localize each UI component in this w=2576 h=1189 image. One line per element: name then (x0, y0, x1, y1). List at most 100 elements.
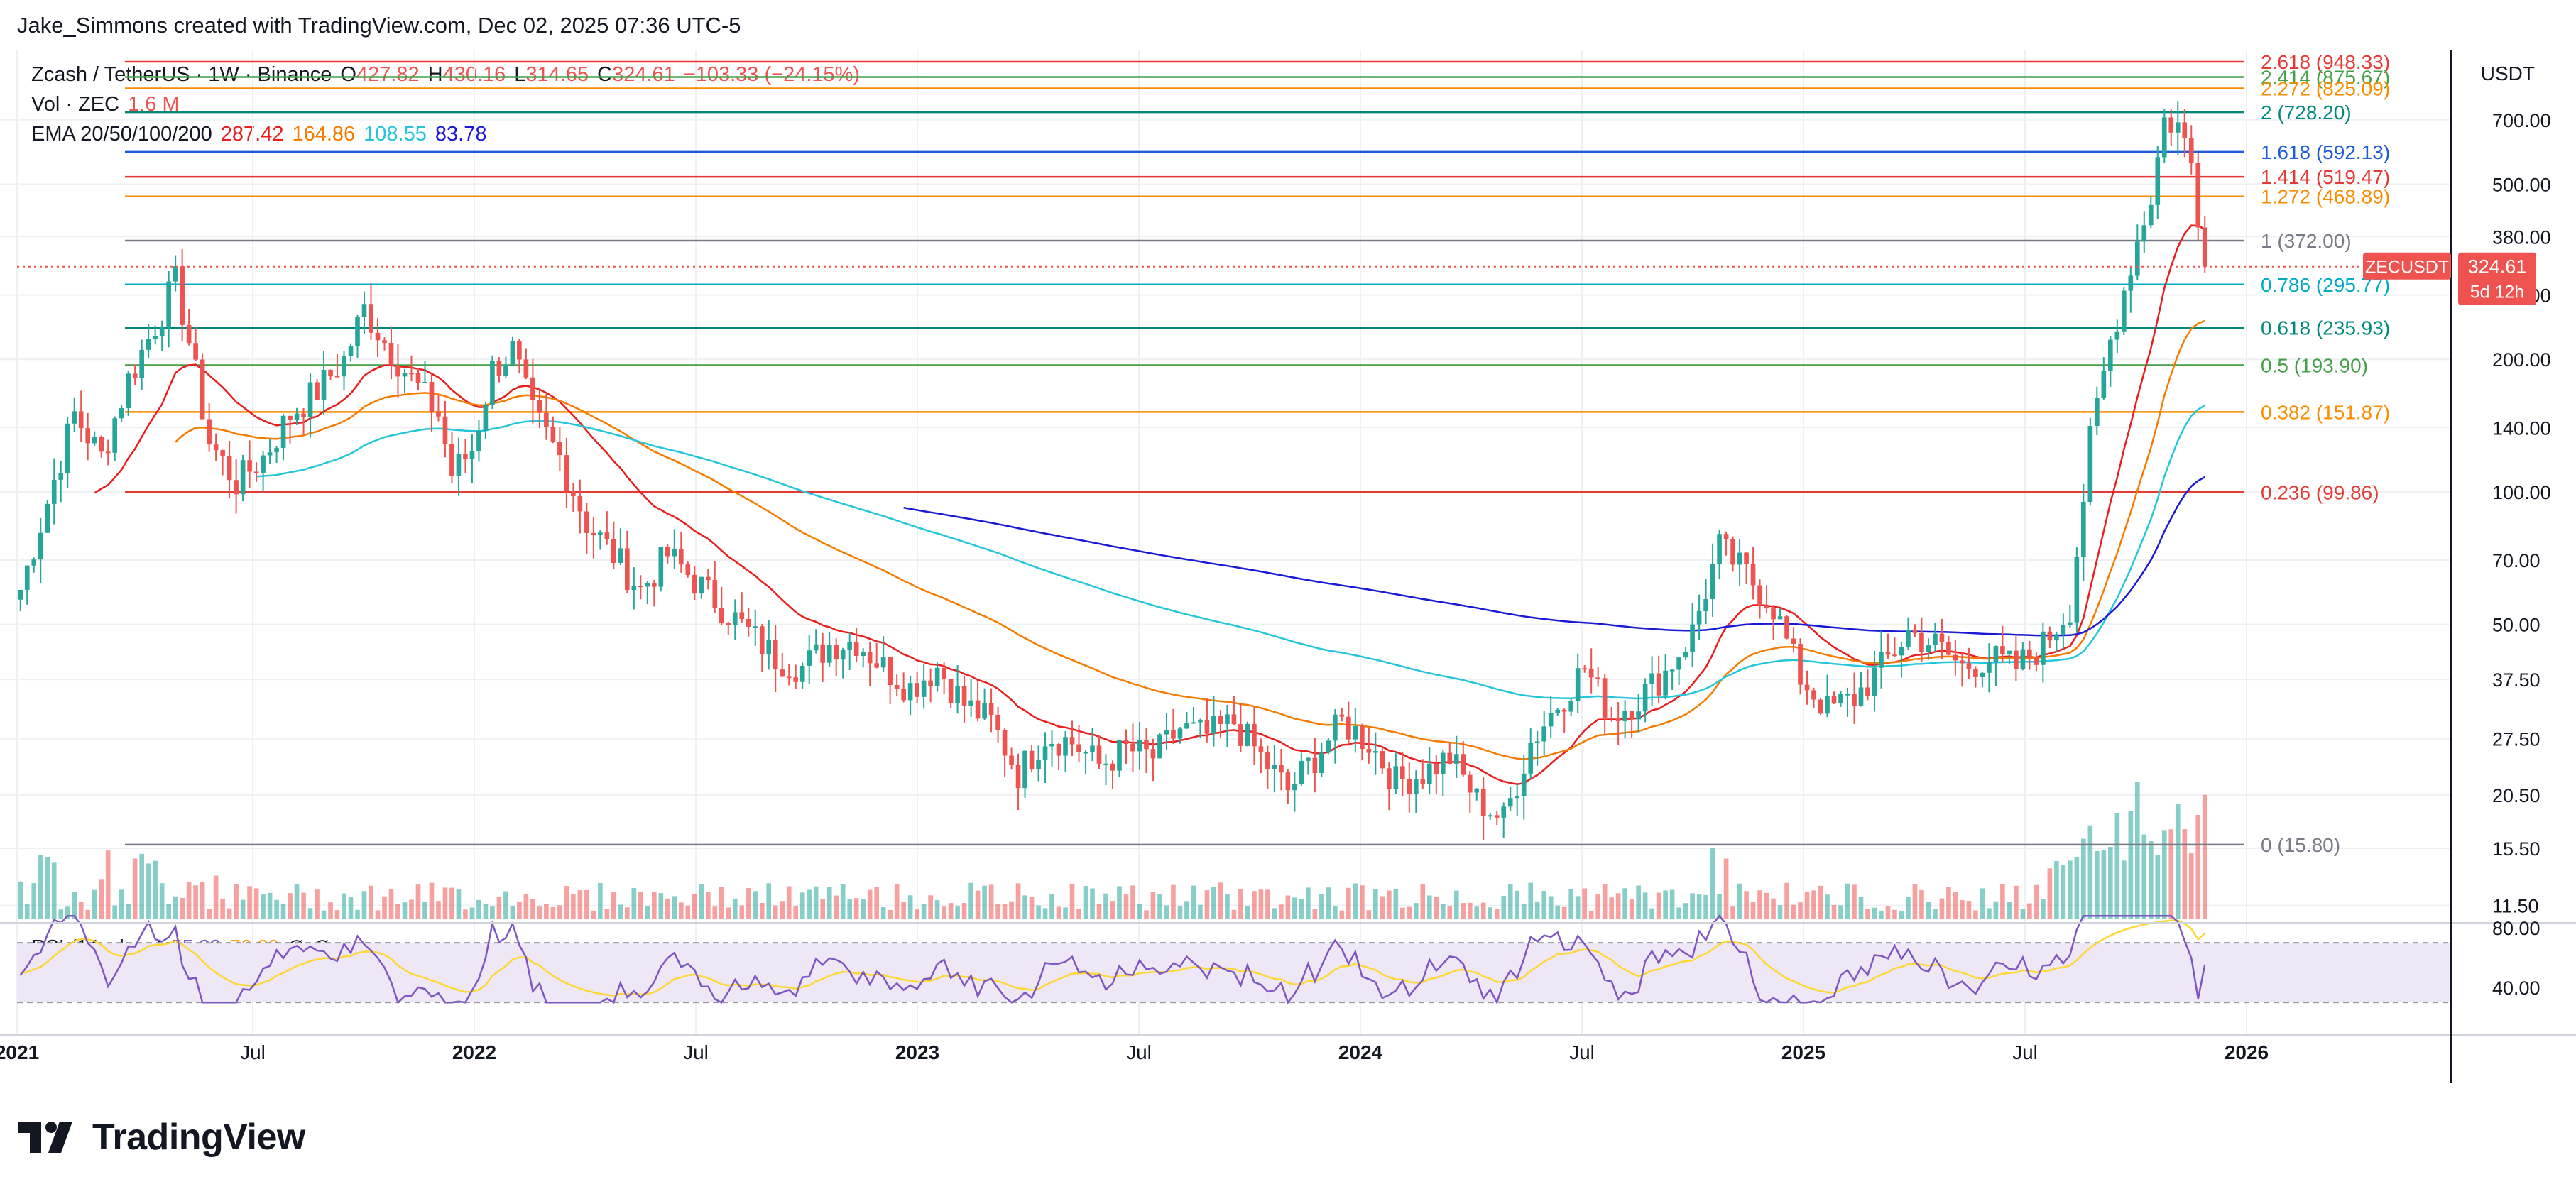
volume-bar (955, 905, 960, 919)
candle-body (1723, 534, 1729, 539)
volume-bar (867, 889, 873, 919)
volume-bar (1804, 892, 1810, 919)
candle-body (1306, 757, 1311, 761)
candle-body (1636, 711, 1641, 720)
candle-body (180, 266, 185, 325)
price-axis-label: 50.00 (2492, 615, 2540, 636)
candle-body (658, 547, 664, 587)
candle-body (442, 416, 448, 444)
volume-bar (469, 907, 475, 919)
volume-bar (2014, 885, 2019, 919)
volume-bar (915, 909, 919, 919)
candle-body (1777, 616, 1783, 620)
candle-body (793, 677, 799, 682)
candle-body (672, 548, 677, 557)
volume-bar (1960, 900, 1965, 919)
volume-bar (200, 882, 205, 919)
candle-body (301, 413, 306, 418)
volume-bar (982, 885, 987, 919)
price-axis-label: 380.00 (2492, 226, 2551, 248)
candle-body (132, 373, 138, 378)
candle-body (1299, 760, 1304, 784)
candle-body (2061, 625, 2066, 635)
candle-body (685, 564, 691, 575)
volume-bar (132, 858, 138, 919)
volume-bar (342, 893, 346, 919)
candle-body (2054, 634, 2059, 641)
candle-body (348, 346, 354, 356)
volume-bar (1393, 889, 1399, 919)
time-axis-label: 2026 (2225, 1041, 2269, 1063)
candle-body (1461, 754, 1466, 775)
volume-bar (1204, 890, 1210, 919)
volume-bar (853, 898, 859, 919)
candle-body (1380, 751, 1385, 769)
volume-bar (1150, 892, 1156, 919)
candle-body (1204, 720, 1210, 734)
candle-body (1507, 798, 1513, 807)
volume-bar (921, 904, 927, 919)
candle-body (557, 442, 562, 456)
volume-bar (880, 907, 886, 919)
candle-body (901, 689, 906, 701)
volume-bar (942, 906, 946, 919)
volume-bar (1730, 906, 1735, 919)
candle-body (1245, 723, 1250, 746)
volume-bar (1764, 892, 1769, 919)
time-axis-label: Jul (1569, 1041, 1595, 1063)
candle-body (915, 683, 919, 697)
volume-bar (247, 886, 252, 919)
candle-body (1413, 779, 1419, 794)
tradingview-logo[interactable]: TradingView (18, 1116, 305, 1158)
volume-bar (766, 883, 772, 919)
volume-bar (1103, 893, 1108, 919)
volume-bar (449, 887, 454, 919)
volume-bar (1669, 889, 1675, 919)
candle-body (1420, 779, 1426, 784)
price-axis-label: 500.00 (2492, 174, 2551, 195)
candle-body (375, 332, 381, 341)
volume-bar (564, 886, 569, 919)
candle-body (813, 644, 819, 651)
candle-body (1366, 749, 1372, 753)
candle-body (186, 324, 192, 344)
price-axis-label: 15.50 (2492, 838, 2540, 860)
volume-bar (2168, 829, 2174, 919)
candle-body (307, 382, 313, 418)
volume-bar (1447, 906, 1453, 919)
candle-body (119, 408, 124, 419)
volume-bar (928, 895, 933, 919)
volume-bar (1528, 882, 1534, 919)
volume-bar (719, 887, 724, 919)
volume-bar (1029, 897, 1035, 919)
candle-body (483, 405, 489, 431)
candle-body (1602, 678, 1608, 718)
candle-body (456, 454, 462, 476)
volume-bar (1036, 905, 1041, 919)
volume-bar (658, 893, 664, 919)
volume-bar (2155, 855, 2161, 919)
volume-bar (1002, 904, 1008, 919)
symbol-name[interactable]: Zcash / TetherUS · 1W · Binance (31, 63, 332, 86)
candle-body (1683, 651, 1688, 658)
candle-body (1252, 723, 1257, 747)
candle-body (1987, 662, 1992, 673)
rsi-ma-line (20, 919, 2206, 997)
volume-bar (2047, 868, 2053, 919)
candle-body (1042, 746, 1048, 760)
currency-label[interactable]: USDT (2480, 62, 2535, 84)
volume-label: Vol · ZEC (31, 93, 120, 116)
volume-bar (1245, 906, 1250, 919)
candle-body (1993, 646, 1999, 662)
candle-body (880, 657, 886, 668)
volume-bar (1926, 902, 1931, 919)
price-tag: ZECUSDT 324.61 5d 12h (17, 252, 2536, 305)
fib-label: 2 (728.20) (2261, 102, 2352, 124)
volume-bar (38, 855, 43, 919)
volume-bar (1299, 899, 1304, 919)
candle-body (1285, 772, 1291, 791)
candle-body (2148, 204, 2154, 226)
candle-body (907, 683, 913, 701)
candle-body (1279, 765, 1284, 773)
